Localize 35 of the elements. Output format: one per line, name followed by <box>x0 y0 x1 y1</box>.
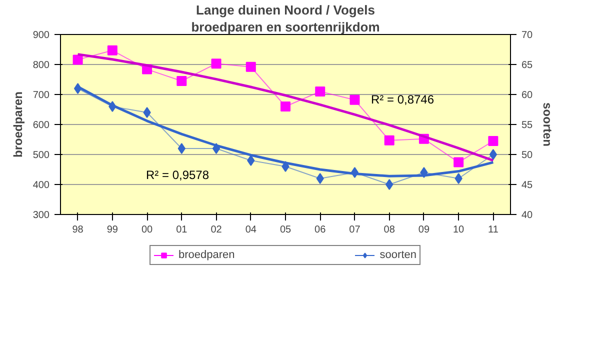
y2-tick-label: 45 <box>522 180 534 191</box>
y2-tick-label: 65 <box>522 60 534 71</box>
x-tick-label: 98 <box>72 224 84 236</box>
y2-tick-label: 55 <box>522 120 534 131</box>
legend-label: broedparen <box>178 249 235 261</box>
x-tick-label: 06 <box>314 224 326 236</box>
y-tick-label: 700 <box>32 90 50 101</box>
y-tick-label: 500 <box>32 150 50 161</box>
y-axis-title: broedparen <box>10 91 25 158</box>
x-tick-label: 07 <box>349 224 361 236</box>
y2-tick-label: 70 <box>522 30 534 41</box>
x-tick-label: 01 <box>176 224 188 236</box>
y-tick-label: 900 <box>32 30 50 41</box>
y2-tick-label: 40 <box>522 210 534 221</box>
y2-tick-label: 50 <box>522 150 534 161</box>
chart-subtitle: broedparen en soortenrijkdom <box>191 20 380 34</box>
x-tick-label: 09 <box>418 224 430 236</box>
y2-tick-label: 60 <box>522 90 534 101</box>
x-tick-label: 04 <box>245 224 257 236</box>
x-tick-label: 10 <box>453 224 465 236</box>
x-tick-label: 99 <box>106 224 118 236</box>
legend-label: soorten <box>380 249 416 261</box>
y-tick-label: 400 <box>32 180 50 191</box>
y-tick-label: 300 <box>32 210 50 221</box>
x-tick-label: 05 <box>280 224 292 236</box>
annotation: R² = 0,9578 <box>146 168 210 182</box>
y2-axis-title: soorten <box>540 102 555 147</box>
x-tick-label: 02 <box>210 224 222 236</box>
annotation: R² = 0,8746 <box>370 92 434 106</box>
x-tick-label: 11 <box>488 224 499 236</box>
y-tick-label: 600 <box>32 120 50 131</box>
x-tick-label: 00 <box>141 224 154 236</box>
y-tick-label: 800 <box>32 60 50 71</box>
chart-title: Lange duinen Noord / Vogels <box>196 2 375 18</box>
x-tick-label: 08 <box>384 224 396 236</box>
